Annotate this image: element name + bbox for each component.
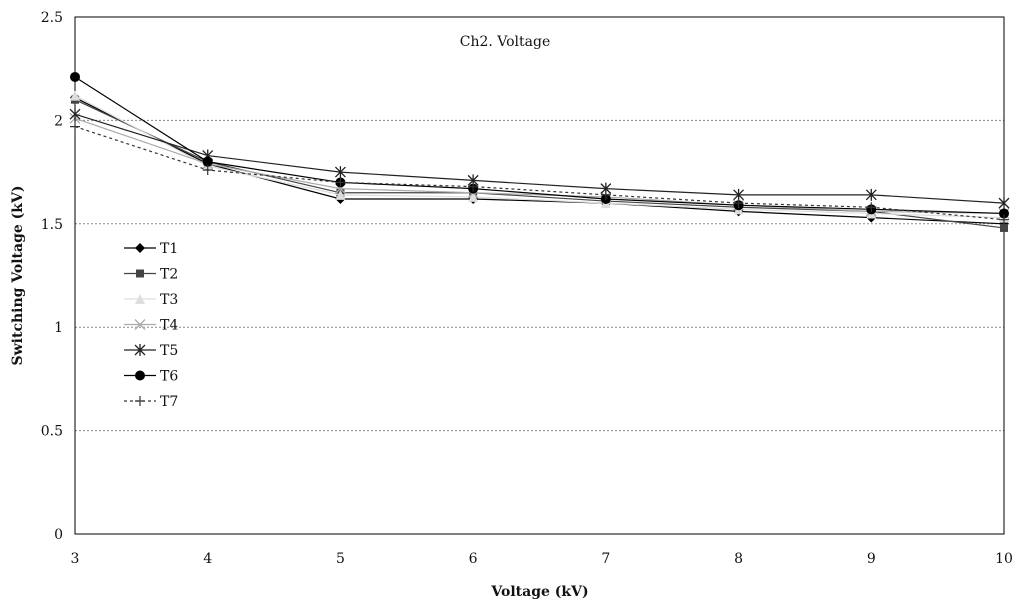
y-tick-label: 1 — [54, 320, 63, 336]
x-tick-label: 5 — [336, 551, 345, 567]
y-tick-label: 2 — [54, 113, 63, 129]
legend-label: T7 — [160, 394, 178, 410]
x-tick-label: 3 — [71, 551, 80, 567]
chart-title: Ch2. Voltage — [460, 34, 551, 50]
legend-item-t6: T6 — [124, 369, 178, 385]
legend-item-t4: T4 — [124, 318, 178, 334]
x-tick-label: 4 — [203, 551, 212, 567]
data-point — [70, 71, 80, 82]
data-point — [999, 208, 1009, 219]
data-point — [1000, 223, 1008, 232]
legend-item-t3: T3 — [124, 292, 178, 308]
legend-label: T3 — [160, 292, 178, 308]
series-line — [74, 117, 1005, 215]
data-point — [70, 90, 80, 101]
data-point — [202, 156, 213, 167]
data-point — [70, 121, 80, 132]
data-point — [866, 202, 877, 213]
series-line — [74, 95, 1005, 219]
data-point — [733, 198, 744, 209]
x-tick-label: 9 — [867, 551, 876, 567]
y-tick-label: 0.5 — [41, 424, 63, 440]
series-line — [74, 113, 1005, 204]
legend-item-t7: T7 — [124, 394, 178, 410]
y-tick-label: 1.5 — [41, 217, 63, 233]
data-point — [335, 189, 346, 200]
data-point — [468, 191, 479, 202]
legend-marker — [135, 243, 145, 253]
data-point — [999, 214, 1009, 225]
legend-item-t1: T1 — [124, 241, 178, 257]
legend-label: T5 — [160, 343, 178, 359]
series-t7 — [70, 121, 1009, 225]
data-point — [335, 177, 346, 188]
x-axis-ticks: 3 4 5 6 7 8 9 10 — [71, 551, 1013, 567]
data-point — [334, 166, 346, 179]
data-point — [69, 108, 81, 121]
series-line — [74, 76, 1005, 215]
legend-marker — [136, 269, 144, 278]
data-point — [600, 189, 611, 200]
x-tick-label: 8 — [734, 551, 743, 567]
series-t4 — [69, 112, 1010, 219]
plot-area-frame — [74, 16, 1005, 535]
legend-marker — [135, 370, 145, 381]
legend-marker — [135, 396, 145, 406]
legend-marker — [135, 294, 145, 304]
y-axis-title: Switching Voltage (kV) — [10, 186, 26, 366]
series-t3 — [70, 90, 1009, 223]
series-layer — [69, 71, 1010, 232]
y-axis-ticks: 0 0.5 1 1.5 2 2.5 — [41, 10, 63, 543]
legend-marker — [134, 344, 146, 356]
x-tick-label: 10 — [995, 551, 1013, 567]
legend-item-t5: T5 — [124, 343, 178, 359]
legend-label: T2 — [160, 267, 178, 283]
series-line — [74, 97, 1005, 225]
x-tick-label: 6 — [469, 551, 478, 567]
grid-lines — [75, 119, 1004, 432]
data-point — [865, 188, 877, 201]
y-tick-label: 0 — [54, 527, 63, 543]
x-tick-label: 7 — [601, 551, 610, 567]
legend: T1 T2 T3 T4 T5 T6 T7 — [124, 241, 178, 410]
legend-label: T4 — [160, 318, 178, 334]
legend-item-t2: T2 — [124, 267, 178, 283]
y-tick-label: 2.5 — [41, 10, 63, 26]
data-point — [468, 181, 479, 192]
data-point — [202, 165, 213, 176]
legend-label: T6 — [160, 369, 178, 385]
data-point — [998, 197, 1010, 210]
legend-marker — [134, 319, 146, 330]
x-axis-title: Voltage (kV) — [490, 584, 588, 600]
legend-label: T1 — [160, 241, 178, 257]
series-line — [74, 126, 1005, 221]
